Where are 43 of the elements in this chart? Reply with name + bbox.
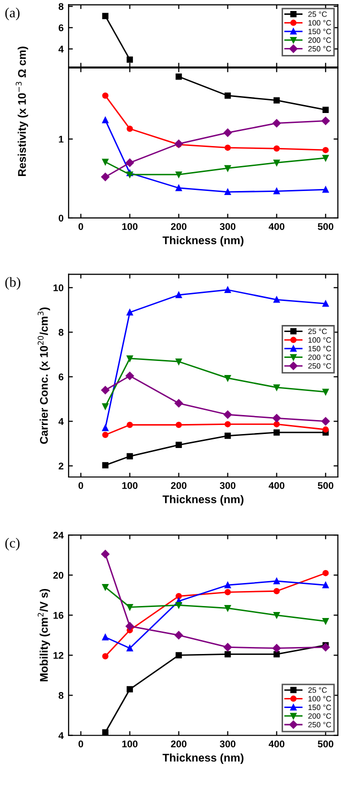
y-tick-label: 4 [58, 418, 64, 425]
x-tick-label: 0 [78, 482, 84, 489]
x-tick-label: 500 [318, 223, 334, 230]
x-axis-title: Thickness (nm) [162, 495, 244, 506]
text: (b) [5, 277, 20, 290]
x-tick-label: 500 [318, 482, 334, 489]
x-tick-label: 0 [78, 740, 84, 748]
y-tick-label: 24 [53, 532, 64, 539]
y-tick-label: 4 [58, 732, 64, 739]
x-tick-label: 100 [122, 740, 138, 748]
y-tick-label: 8 [58, 692, 64, 699]
y-tick-label: 12 [54, 652, 64, 659]
y-axis-title: Mobility (cm$^{2}$/V s) [38, 588, 50, 682]
x-axis-title: Thickness (nm) [162, 753, 244, 764]
y-tick-label: 10 [54, 284, 64, 292]
x-tick-label: 200 [170, 740, 186, 748]
y-tick-label: 2 [58, 462, 64, 470]
y-tick-label: 20 [53, 572, 64, 579]
y-tick-label: 6 [58, 24, 64, 32]
y-tick-label: 4 [58, 46, 64, 52]
y-tick-label: 1 [58, 136, 64, 143]
y-tick-label: 8 [58, 3, 64, 10]
x-tick-label: 500 [318, 740, 334, 748]
x-tick-label: 300 [220, 223, 236, 230]
x-axis-title: Thickness (nm) [162, 236, 244, 246]
x-tick-label: 200 [170, 223, 186, 230]
text: (c) [5, 538, 20, 550]
x-tick-label: 200 [170, 482, 186, 489]
y-tick-label: 6 [58, 373, 64, 380]
y-tick-label: 8 [58, 328, 64, 336]
x-tick-label: 400 [268, 223, 284, 230]
y-tick-label: 16 [54, 612, 64, 619]
text: (a) [5, 8, 20, 20]
y-axis-title: Carrier Conc. (x 10$^{20}$/cm$^{3}$) [38, 308, 50, 444]
x-tick-label: 100 [122, 223, 138, 230]
x-tick-label: 0 [78, 223, 84, 230]
x-tick-label: 300 [220, 482, 236, 490]
x-tick-label: 400 [268, 482, 284, 489]
y-axis-title: Resistivity (x 10$^{−3}$ Ω cm) [16, 46, 28, 176]
x-tick-label: 100 [122, 482, 138, 489]
x-tick-label: 400 [268, 740, 284, 748]
y-tick-label: 0 [58, 214, 64, 222]
x-tick-label: 300 [220, 740, 236, 748]
